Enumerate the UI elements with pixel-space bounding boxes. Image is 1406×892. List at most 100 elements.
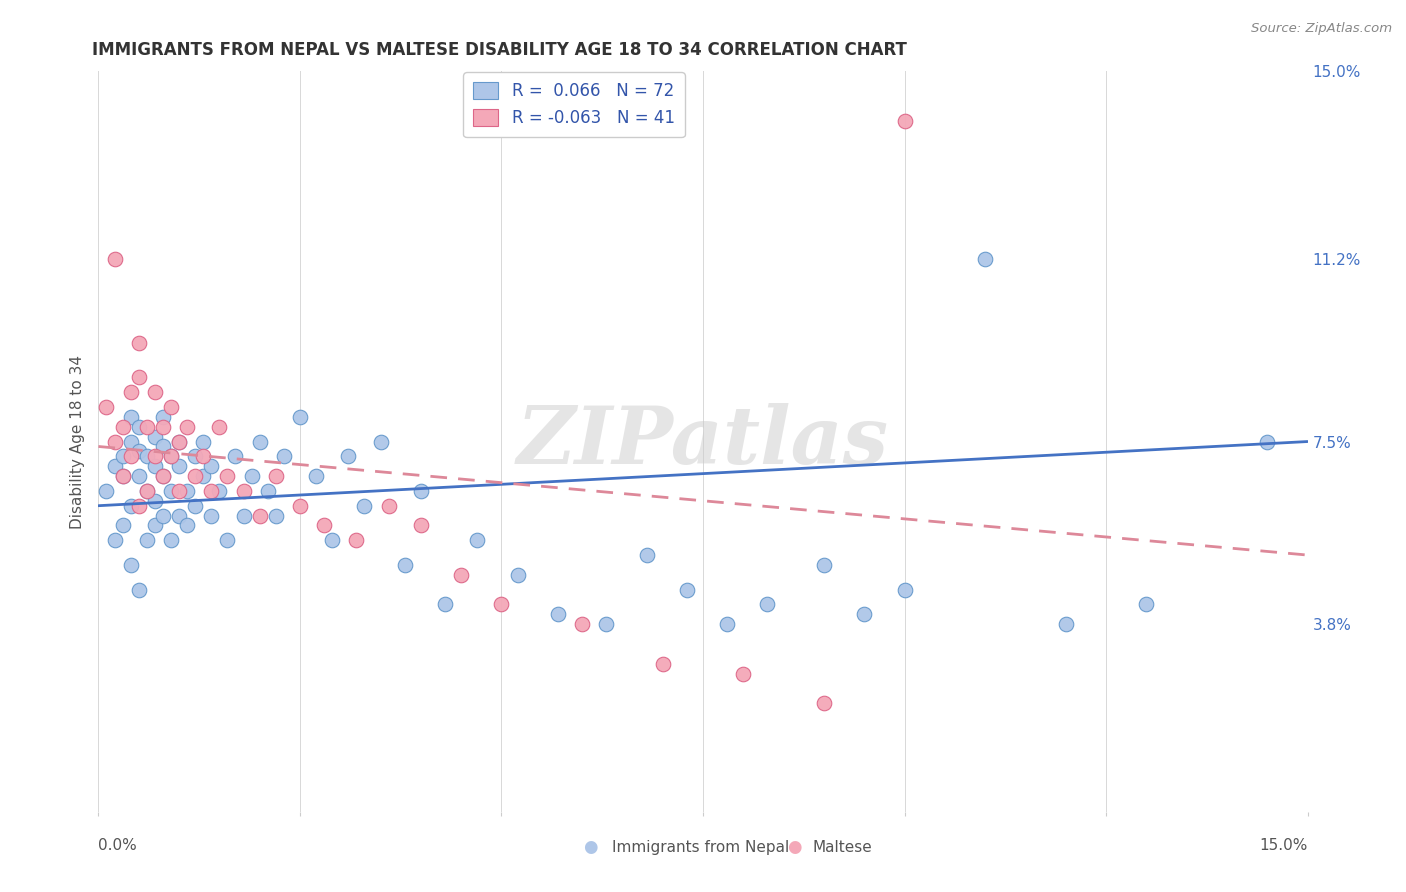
Point <box>321 533 343 548</box>
Point <box>491 598 513 612</box>
Point <box>167 483 190 498</box>
Point <box>1135 598 1157 612</box>
Point <box>595 617 617 632</box>
Text: ●: ● <box>583 838 598 856</box>
Point <box>651 657 673 671</box>
Point <box>152 469 174 483</box>
Point <box>184 450 207 464</box>
Point <box>111 518 134 533</box>
Point <box>103 459 125 474</box>
Text: IMMIGRANTS FROM NEPAL VS MALTESE DISABILITY AGE 18 TO 34 CORRELATION CHART: IMMIGRANTS FROM NEPAL VS MALTESE DISABIL… <box>93 41 907 59</box>
Point <box>344 533 367 548</box>
Text: ZIPatlas: ZIPatlas <box>517 403 889 480</box>
Point <box>152 440 174 454</box>
Point <box>208 483 231 498</box>
Point <box>143 493 166 508</box>
Point <box>1256 434 1278 449</box>
Point <box>128 370 150 384</box>
Point <box>314 518 336 533</box>
Point <box>128 469 150 483</box>
Point <box>716 617 738 632</box>
Point <box>756 598 779 612</box>
Point <box>143 518 166 533</box>
Point <box>813 696 835 710</box>
Point <box>160 450 183 464</box>
Point <box>249 508 271 523</box>
Point <box>256 483 278 498</box>
Point <box>176 483 198 498</box>
Point <box>120 434 142 449</box>
Point <box>111 469 134 483</box>
Y-axis label: Disability Age 18 to 34: Disability Age 18 to 34 <box>69 354 84 529</box>
Point <box>128 444 150 458</box>
Point <box>128 419 150 434</box>
Point <box>370 434 392 449</box>
Point <box>96 400 118 414</box>
Point <box>120 558 142 572</box>
Point <box>434 598 457 612</box>
Point <box>337 450 360 464</box>
Point <box>160 450 183 464</box>
Point <box>264 469 287 483</box>
Point <box>200 459 222 474</box>
Point <box>506 567 529 582</box>
Point <box>152 469 174 483</box>
Point <box>152 409 174 424</box>
Point <box>128 335 150 350</box>
Point <box>450 567 472 582</box>
Point <box>103 533 125 548</box>
Point <box>120 409 142 424</box>
Point <box>676 582 699 597</box>
Point <box>893 582 915 597</box>
Point <box>135 483 157 498</box>
Point <box>193 469 215 483</box>
Text: ●: ● <box>787 838 801 856</box>
Point <box>224 450 246 464</box>
Point <box>135 533 157 548</box>
Text: 15.0%: 15.0% <box>1260 838 1308 854</box>
Point <box>135 450 157 464</box>
Point <box>135 483 157 498</box>
Point <box>176 419 198 434</box>
Legend: R =  0.066   N = 72, R = -0.063   N = 41: R = 0.066 N = 72, R = -0.063 N = 41 <box>464 72 685 137</box>
Point <box>249 434 271 449</box>
Point <box>160 400 183 414</box>
Point <box>409 483 432 498</box>
Point <box>103 252 125 266</box>
Point <box>143 459 166 474</box>
Point <box>167 459 190 474</box>
Point <box>96 483 118 498</box>
Point <box>813 558 835 572</box>
Point <box>232 508 254 523</box>
Point <box>152 508 174 523</box>
Point <box>208 419 231 434</box>
Point <box>111 419 134 434</box>
Point <box>120 385 142 400</box>
Point <box>160 533 183 548</box>
Point <box>288 409 311 424</box>
Point <box>636 548 658 562</box>
Point <box>152 419 174 434</box>
Point <box>135 419 157 434</box>
Point <box>128 582 150 597</box>
Point <box>232 483 254 498</box>
Point <box>193 434 215 449</box>
Point <box>465 533 488 548</box>
Point <box>893 113 915 128</box>
Point <box>143 385 166 400</box>
Point <box>394 558 416 572</box>
Point <box>217 533 239 548</box>
Point <box>353 499 375 513</box>
Point <box>176 518 198 533</box>
Point <box>143 450 166 464</box>
Point <box>409 518 432 533</box>
Point <box>103 434 125 449</box>
Point <box>167 434 190 449</box>
Point <box>200 508 222 523</box>
Point <box>273 450 295 464</box>
Point <box>305 469 328 483</box>
Point <box>167 434 190 449</box>
Point <box>1054 617 1077 632</box>
Point <box>111 450 134 464</box>
Point <box>571 617 593 632</box>
